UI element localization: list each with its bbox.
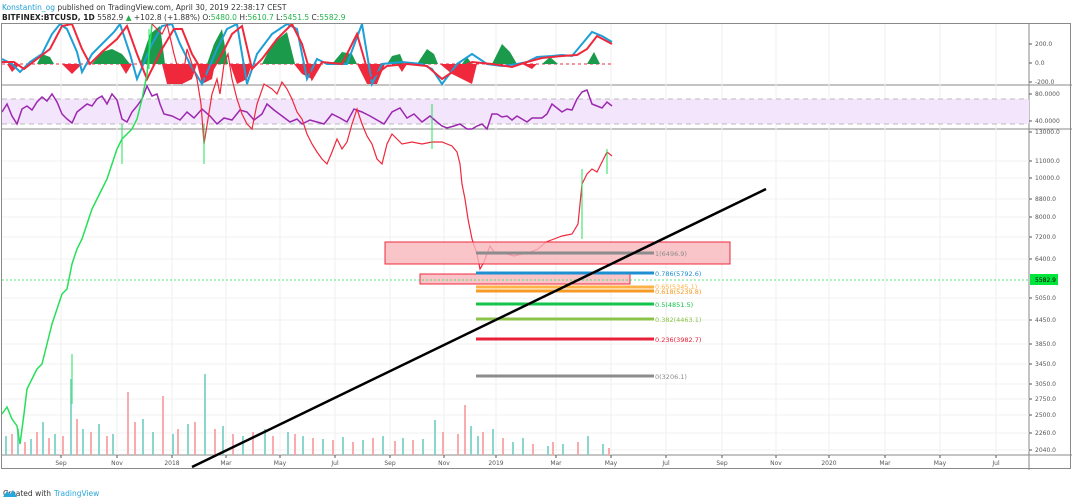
time-tick: Sep	[716, 460, 728, 467]
price-axis[interactable]: 13000.0 11000.0 10000.0 8800.0 8000.0 72…	[1029, 129, 1060, 454]
open-value: 5480.0	[210, 13, 237, 22]
time-tick: Mar	[879, 460, 891, 467]
price-tick: 3050.0	[1035, 381, 1056, 388]
price-tick: 8000.0	[1035, 214, 1056, 221]
time-tick: Nov	[111, 460, 123, 467]
price-tick: 2750.0	[1035, 396, 1056, 403]
time-tick: Jul	[991, 460, 1000, 467]
time-tick: Sep	[384, 460, 396, 467]
chart-canvas[interactable]: 200.0 0.0 -200.0 80.0000 40.0000	[2, 24, 1072, 470]
price-series	[2, 24, 613, 445]
fib-label-0618: 0.618(5239.8)	[655, 288, 701, 296]
fib-retracement[interactable]: 1(6496.9) 0.786(5792.6) 0.65(5345.1) 0.6…	[476, 250, 701, 381]
price-change: +102.8 (+1.88%)	[133, 13, 200, 22]
price-tick: 10000.0	[1035, 175, 1060, 182]
time-tick: May	[274, 460, 287, 467]
macd-tick: 200.0	[1035, 41, 1052, 48]
publish-text: published on TradingView.com, April 30, …	[57, 3, 287, 12]
fib-label-0786: 0.786(5792.6)	[655, 270, 701, 278]
rsi-tick: 80.0000	[1035, 91, 1060, 98]
fib-label-0: 0(3206.1)	[655, 373, 687, 381]
last-price: 5582.9	[97, 13, 124, 22]
time-tick: Nov	[770, 460, 782, 467]
symbol-name: BITFINEX:BTCUSD, 1D	[2, 13, 95, 22]
price-tick: 11000.0	[1035, 158, 1060, 165]
time-tick: 2018	[164, 460, 179, 467]
trendline[interactable]	[191, 187, 767, 469]
high-value: 5610.7	[247, 13, 274, 22]
macd-tick: -200.0	[1035, 79, 1055, 86]
price-tick: 6400.0	[1035, 256, 1056, 263]
high-label: H:	[239, 13, 248, 22]
time-tick: Sep	[55, 460, 67, 467]
price-tick: 3450.0	[1035, 361, 1056, 368]
price-tick: 4450.0	[1035, 317, 1056, 324]
open-label: O:	[202, 13, 211, 22]
close-label: C:	[311, 13, 320, 22]
close-value: 5582.9	[319, 13, 346, 22]
rsi-pane: 80.0000 40.0000	[2, 84, 1060, 131]
fib-label-065: 0.65(5345.1)	[655, 283, 697, 291]
horizontal-grid	[2, 160, 1029, 451]
price-tick: 3850.0	[1035, 341, 1056, 348]
time-tick: 2019	[488, 460, 503, 467]
time-tick: Mar	[220, 460, 232, 467]
fib-label-1: 1(6496.9)	[655, 250, 687, 258]
created-with-text: Created with	[3, 489, 51, 498]
volume-bars	[5, 374, 610, 455]
price-tick: 5050.0	[1035, 295, 1056, 302]
footer: Created with TradingView	[3, 489, 99, 498]
publish-info: Konstantin_og published on TradingView.c…	[2, 3, 286, 12]
symbol-legend: BITFINEX:BTCUSD, 1D 5582.9 ▲ +102.8 (+1.…	[2, 13, 346, 22]
time-tick: Jul	[330, 460, 339, 467]
time-tick: May	[605, 460, 618, 467]
rsi-tick: 40.0000	[1035, 118, 1060, 125]
price-tick: 8800.0	[1035, 196, 1056, 203]
time-tick: Mar	[550, 460, 562, 467]
author-link[interactable]: Konstantin_og	[2, 3, 55, 12]
macd-tick: 0.0	[1035, 60, 1045, 67]
resistance-zone-lower[interactable]	[419, 273, 631, 285]
time-axis[interactable]: Sep Nov 2018 Mar May Jul Sep Nov 2019 Ma…	[55, 455, 1000, 467]
fib-label-0382: 0.382(4463.1)	[655, 316, 701, 324]
price-tick: 2040.0	[1035, 447, 1056, 454]
price-tick: 7200.0	[1035, 234, 1056, 241]
fib-label-0236: 0.236(3982.7)	[655, 336, 701, 344]
time-tick: Jul	[661, 460, 670, 467]
vertical-grid	[60, 24, 997, 455]
price-tick: 13000.0	[1035, 129, 1060, 136]
fib-label-05: 0.5(4851.5)	[655, 301, 693, 309]
tradingview-logo-icon	[3, 490, 17, 497]
current-price-tag	[1030, 274, 1058, 285]
time-tick: Nov	[438, 460, 450, 467]
price-tick: 2260.0	[1035, 430, 1056, 437]
low-value: 5451.5	[282, 13, 310, 22]
current-price-value: 5582.9	[1035, 277, 1056, 284]
time-tick: May	[934, 460, 947, 467]
tradingview-link[interactable]: TradingView	[53, 489, 100, 498]
price-tick: 2500.0	[1035, 412, 1056, 419]
low-label: L:	[276, 13, 283, 22]
triangle-up-icon: ▲	[125, 13, 132, 22]
macd-pane: 200.0 0.0 -200.0	[2, 24, 1055, 88]
chart-container[interactable]: 200.0 0.0 -200.0 80.0000 40.0000	[1, 23, 1072, 470]
time-tick: 2020	[821, 460, 836, 467]
